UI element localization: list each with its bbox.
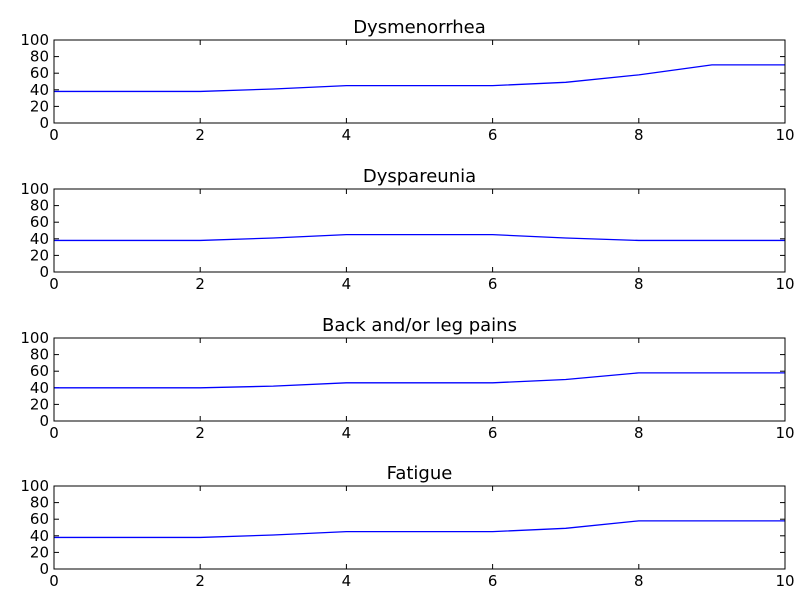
subplot-title: Fatigue xyxy=(387,463,453,484)
x-tick-label: 8 xyxy=(634,572,644,590)
y-tick-label: 60 xyxy=(30,362,49,380)
plot-frame xyxy=(53,188,786,273)
x-tick-label: 10 xyxy=(775,126,794,144)
y-tick-label: 100 xyxy=(20,180,49,198)
y-tick-label: 20 xyxy=(30,246,49,264)
subplot-title: Dyspareunia xyxy=(363,166,476,187)
x-tick-label: 8 xyxy=(634,126,644,144)
y-tick-label: 60 xyxy=(30,510,49,528)
y-tick-label: 40 xyxy=(30,81,49,99)
x-tick-label: 6 xyxy=(488,572,498,590)
subplot-title: Back and/or leg pains xyxy=(322,315,517,336)
y-tick-label: 20 xyxy=(30,97,49,115)
y-tick-label: 80 xyxy=(30,197,49,215)
x-tick-label: 2 xyxy=(195,424,205,442)
x-tick-label: 0 xyxy=(49,126,59,144)
x-tick-label: 10 xyxy=(775,572,794,590)
x-tick-label: 4 xyxy=(342,424,352,442)
x-tick-label: 6 xyxy=(488,126,498,144)
y-tick-label: 40 xyxy=(30,230,49,248)
y-tick-label: 40 xyxy=(30,527,49,545)
y-tick-label: 100 xyxy=(20,329,49,347)
x-tick-label: 0 xyxy=(49,424,59,442)
y-tick-label: 80 xyxy=(30,48,49,66)
y-tick-label: 0 xyxy=(39,263,49,281)
x-tick-label: 8 xyxy=(634,424,644,442)
x-tick-label: 6 xyxy=(488,424,498,442)
y-tick-label: 100 xyxy=(20,477,49,495)
y-tick-label: 40 xyxy=(30,379,49,397)
y-tick-label: 0 xyxy=(39,114,49,132)
x-tick-label: 0 xyxy=(49,572,59,590)
x-tick-label: 6 xyxy=(488,275,498,293)
y-tick-label: 100 xyxy=(20,31,49,49)
subplot-title: Dysmenorrhea xyxy=(353,17,486,38)
series-line xyxy=(54,64,785,93)
series-line xyxy=(54,372,785,389)
y-tick-label: 80 xyxy=(30,494,49,512)
y-tick-label: 60 xyxy=(30,213,49,231)
series-line xyxy=(54,520,785,539)
x-tick-label: 2 xyxy=(195,572,205,590)
plot-frame xyxy=(53,485,786,570)
x-tick-label: 2 xyxy=(195,275,205,293)
y-tick-label: 20 xyxy=(30,543,49,561)
x-tick-label: 4 xyxy=(342,126,352,144)
x-tick-label: 4 xyxy=(342,572,352,590)
x-tick-label: 10 xyxy=(775,275,794,293)
x-tick-label: 2 xyxy=(195,126,205,144)
plot-frame xyxy=(53,337,786,422)
y-tick-label: 0 xyxy=(39,412,49,430)
y-tick-label: 60 xyxy=(30,64,49,82)
y-tick-label: 0 xyxy=(39,560,49,578)
series-line xyxy=(54,233,785,242)
y-tick-label: 20 xyxy=(30,395,49,413)
y-tick-label: 80 xyxy=(30,346,49,364)
x-tick-label: 8 xyxy=(634,275,644,293)
x-tick-label: 10 xyxy=(775,424,794,442)
x-tick-label: 4 xyxy=(342,275,352,293)
x-tick-label: 0 xyxy=(49,275,59,293)
plot-frame xyxy=(53,39,786,124)
